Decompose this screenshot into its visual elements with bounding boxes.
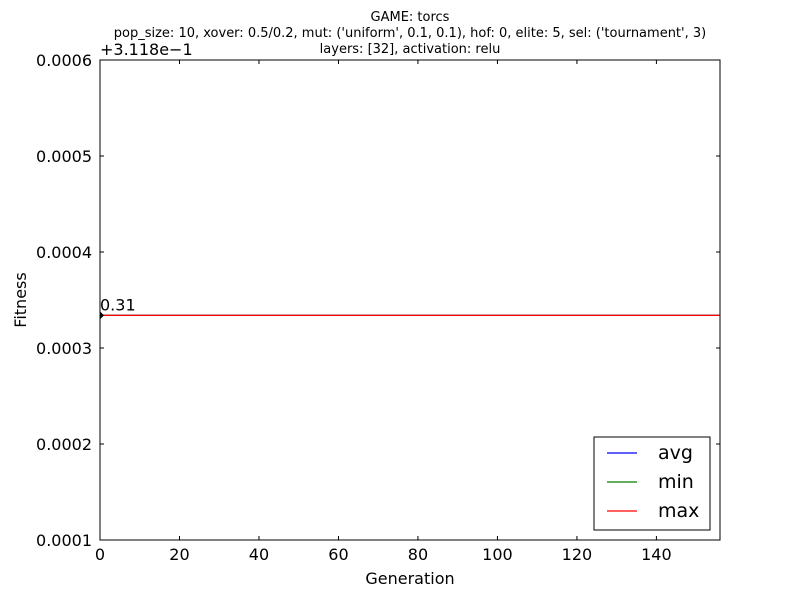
annotation-label: 0.31 — [100, 295, 136, 314]
x-tick-label: 140 — [641, 545, 672, 564]
y-axis-label: Fitness — [11, 272, 30, 327]
x-tick-label: 80 — [408, 545, 428, 564]
y-tick-label: 0.0002 — [36, 435, 92, 454]
y-tick-label: 0.0001 — [36, 531, 92, 550]
x-tick-label: 0 — [95, 545, 105, 564]
plot-frame — [99, 59, 721, 541]
y-tick-label: 0.0003 — [36, 339, 92, 358]
chart-title-line-1: GAME: torcs — [371, 10, 450, 25]
legend: avg min max — [593, 436, 711, 531]
x-tick-label: 60 — [328, 545, 348, 564]
y-axis-offset-label: +3.118e−1 — [100, 40, 193, 59]
chart-title-line-2: pop_size: 10, xover: 0.5/0.2, mut: ('uni… — [114, 26, 706, 41]
x-tick-label: 40 — [249, 545, 269, 564]
legend-label-min: min — [658, 471, 694, 493]
annotation-arrowhead — [100, 311, 104, 320]
legend-label-max: max — [658, 500, 699, 522]
y-tick-label: 0.0006 — [36, 51, 92, 70]
x-tick-label: 100 — [482, 545, 513, 564]
x-tick-label: 20 — [169, 545, 189, 564]
legend-label-avg: avg — [658, 442, 693, 464]
x-tick-label: 120 — [562, 545, 593, 564]
x-axis-label: Generation — [365, 569, 454, 588]
y-tick-label: 0.0004 — [36, 243, 92, 262]
chart-title-line-3: layers: [32], activation: relu — [320, 42, 501, 57]
y-tick-label: 0.0005 — [36, 147, 92, 166]
chart-title: GAME: torcs pop_size: 10, xover: 0.5/0.2… — [114, 10, 706, 57]
